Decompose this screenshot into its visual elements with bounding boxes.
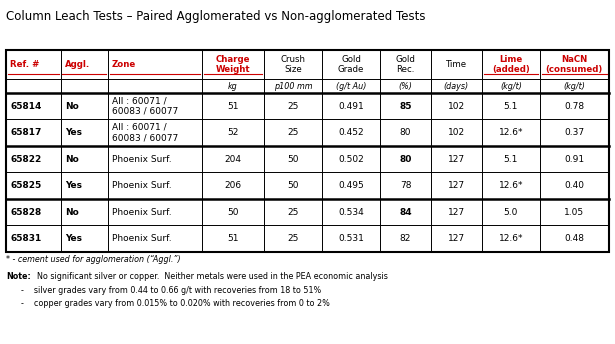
Text: 84: 84	[399, 207, 412, 217]
Text: 51: 51	[228, 101, 239, 111]
Text: 12.6*: 12.6*	[499, 181, 523, 190]
Text: 1.05: 1.05	[565, 207, 584, 217]
Text: Time: Time	[446, 60, 467, 69]
Text: 0.502: 0.502	[338, 154, 364, 164]
Text: 65828: 65828	[10, 207, 42, 217]
Text: 52: 52	[228, 128, 239, 137]
Text: 0.91: 0.91	[565, 154, 584, 164]
Text: 0.40: 0.40	[565, 181, 584, 190]
Text: -    silver grades vary from 0.44 to 0.66 g/t with recoveries from 18 to 51%: - silver grades vary from 0.44 to 0.66 g…	[6, 286, 322, 294]
Text: 50: 50	[287, 181, 299, 190]
Text: (days): (days)	[444, 82, 469, 90]
Text: No: No	[65, 101, 79, 111]
Text: Phoenix Surf.: Phoenix Surf.	[112, 207, 172, 217]
Text: 127: 127	[448, 207, 465, 217]
Text: Phoenix Surf.: Phoenix Surf.	[112, 154, 172, 164]
Text: 0.78: 0.78	[565, 101, 584, 111]
Text: Charge
Weight: Charge Weight	[216, 55, 250, 74]
Text: 102: 102	[448, 101, 465, 111]
Text: 0.491: 0.491	[338, 101, 364, 111]
Text: Column Leach Tests – Paired Agglomerated vs Non-agglomerated Tests: Column Leach Tests – Paired Agglomerated…	[6, 10, 426, 23]
Text: Phoenix Surf.: Phoenix Surf.	[112, 181, 172, 190]
Text: 82: 82	[400, 234, 411, 243]
Text: (kg/t): (kg/t)	[500, 82, 522, 90]
Text: 25: 25	[287, 101, 299, 111]
Text: Phoenix Surf.: Phoenix Surf.	[112, 234, 172, 243]
Text: 5.1: 5.1	[504, 101, 518, 111]
Text: Zone: Zone	[112, 60, 137, 69]
Text: 127: 127	[448, 234, 465, 243]
Text: 102: 102	[448, 128, 465, 137]
Text: 25: 25	[287, 128, 299, 137]
Text: -    copper grades vary from 0.015% to 0.020% with recoveries from 0 to 2%: - copper grades vary from 0.015% to 0.02…	[6, 299, 330, 308]
Text: Note:: Note:	[6, 272, 31, 281]
Text: (%): (%)	[399, 82, 413, 90]
Text: 80: 80	[400, 128, 411, 137]
Text: 80: 80	[399, 154, 411, 164]
Text: 65822: 65822	[10, 154, 42, 164]
Text: (g/t Au): (g/t Au)	[336, 82, 367, 90]
Text: 25: 25	[287, 234, 299, 243]
Text: Yes: Yes	[65, 128, 82, 137]
Text: 5.0: 5.0	[504, 207, 518, 217]
Text: (kg/t): (kg/t)	[563, 82, 585, 90]
Text: Gold
Grade: Gold Grade	[338, 55, 364, 74]
Text: Gold
Rec.: Gold Rec.	[395, 55, 416, 74]
Text: 85: 85	[399, 101, 412, 111]
Text: 12.6*: 12.6*	[499, 128, 523, 137]
Text: 0.495: 0.495	[338, 181, 364, 190]
Text: Crush
Size: Crush Size	[280, 55, 306, 74]
Text: 0.534: 0.534	[338, 207, 364, 217]
Text: 204: 204	[224, 154, 242, 164]
Text: NaCN
(consumed): NaCN (consumed)	[546, 55, 603, 74]
Text: kg: kg	[228, 82, 238, 90]
Text: No: No	[65, 154, 79, 164]
Text: 5.1: 5.1	[504, 154, 518, 164]
Text: 12.6*: 12.6*	[499, 234, 523, 243]
Text: No: No	[65, 207, 79, 217]
Text: 51: 51	[228, 234, 239, 243]
Text: 65814: 65814	[10, 101, 42, 111]
Text: 78: 78	[400, 181, 411, 190]
Text: 65825: 65825	[10, 181, 42, 190]
Text: Lime
(added): Lime (added)	[492, 55, 530, 74]
Text: Yes: Yes	[65, 234, 82, 243]
FancyBboxPatch shape	[6, 50, 609, 252]
Text: 65817: 65817	[10, 128, 42, 137]
Text: 50: 50	[228, 207, 239, 217]
Text: p100 mm: p100 mm	[274, 82, 312, 90]
Text: Ref. #: Ref. #	[10, 60, 40, 69]
Text: Yes: Yes	[65, 181, 82, 190]
Text: 0.48: 0.48	[565, 234, 584, 243]
Text: No significant silver or copper.  Neither metals were used in the PEA economic a: No significant silver or copper. Neither…	[32, 272, 388, 281]
Text: 50: 50	[287, 154, 299, 164]
Text: All : 60071 /
60083 / 60077: All : 60071 / 60083 / 60077	[112, 123, 178, 142]
Text: 65831: 65831	[10, 234, 42, 243]
Text: 127: 127	[448, 154, 465, 164]
Text: * - cement used for agglomeration (“Aggl.”): * - cement used for agglomeration (“Aggl…	[6, 255, 181, 264]
Text: Aggl.: Aggl.	[65, 60, 90, 69]
Text: 0.452: 0.452	[338, 128, 364, 137]
Text: 206: 206	[224, 181, 242, 190]
Text: 127: 127	[448, 181, 465, 190]
Text: 25: 25	[287, 207, 299, 217]
Text: All : 60071 /
60083 / 60077: All : 60071 / 60083 / 60077	[112, 96, 178, 116]
Text: 0.37: 0.37	[565, 128, 584, 137]
Text: 0.531: 0.531	[338, 234, 364, 243]
